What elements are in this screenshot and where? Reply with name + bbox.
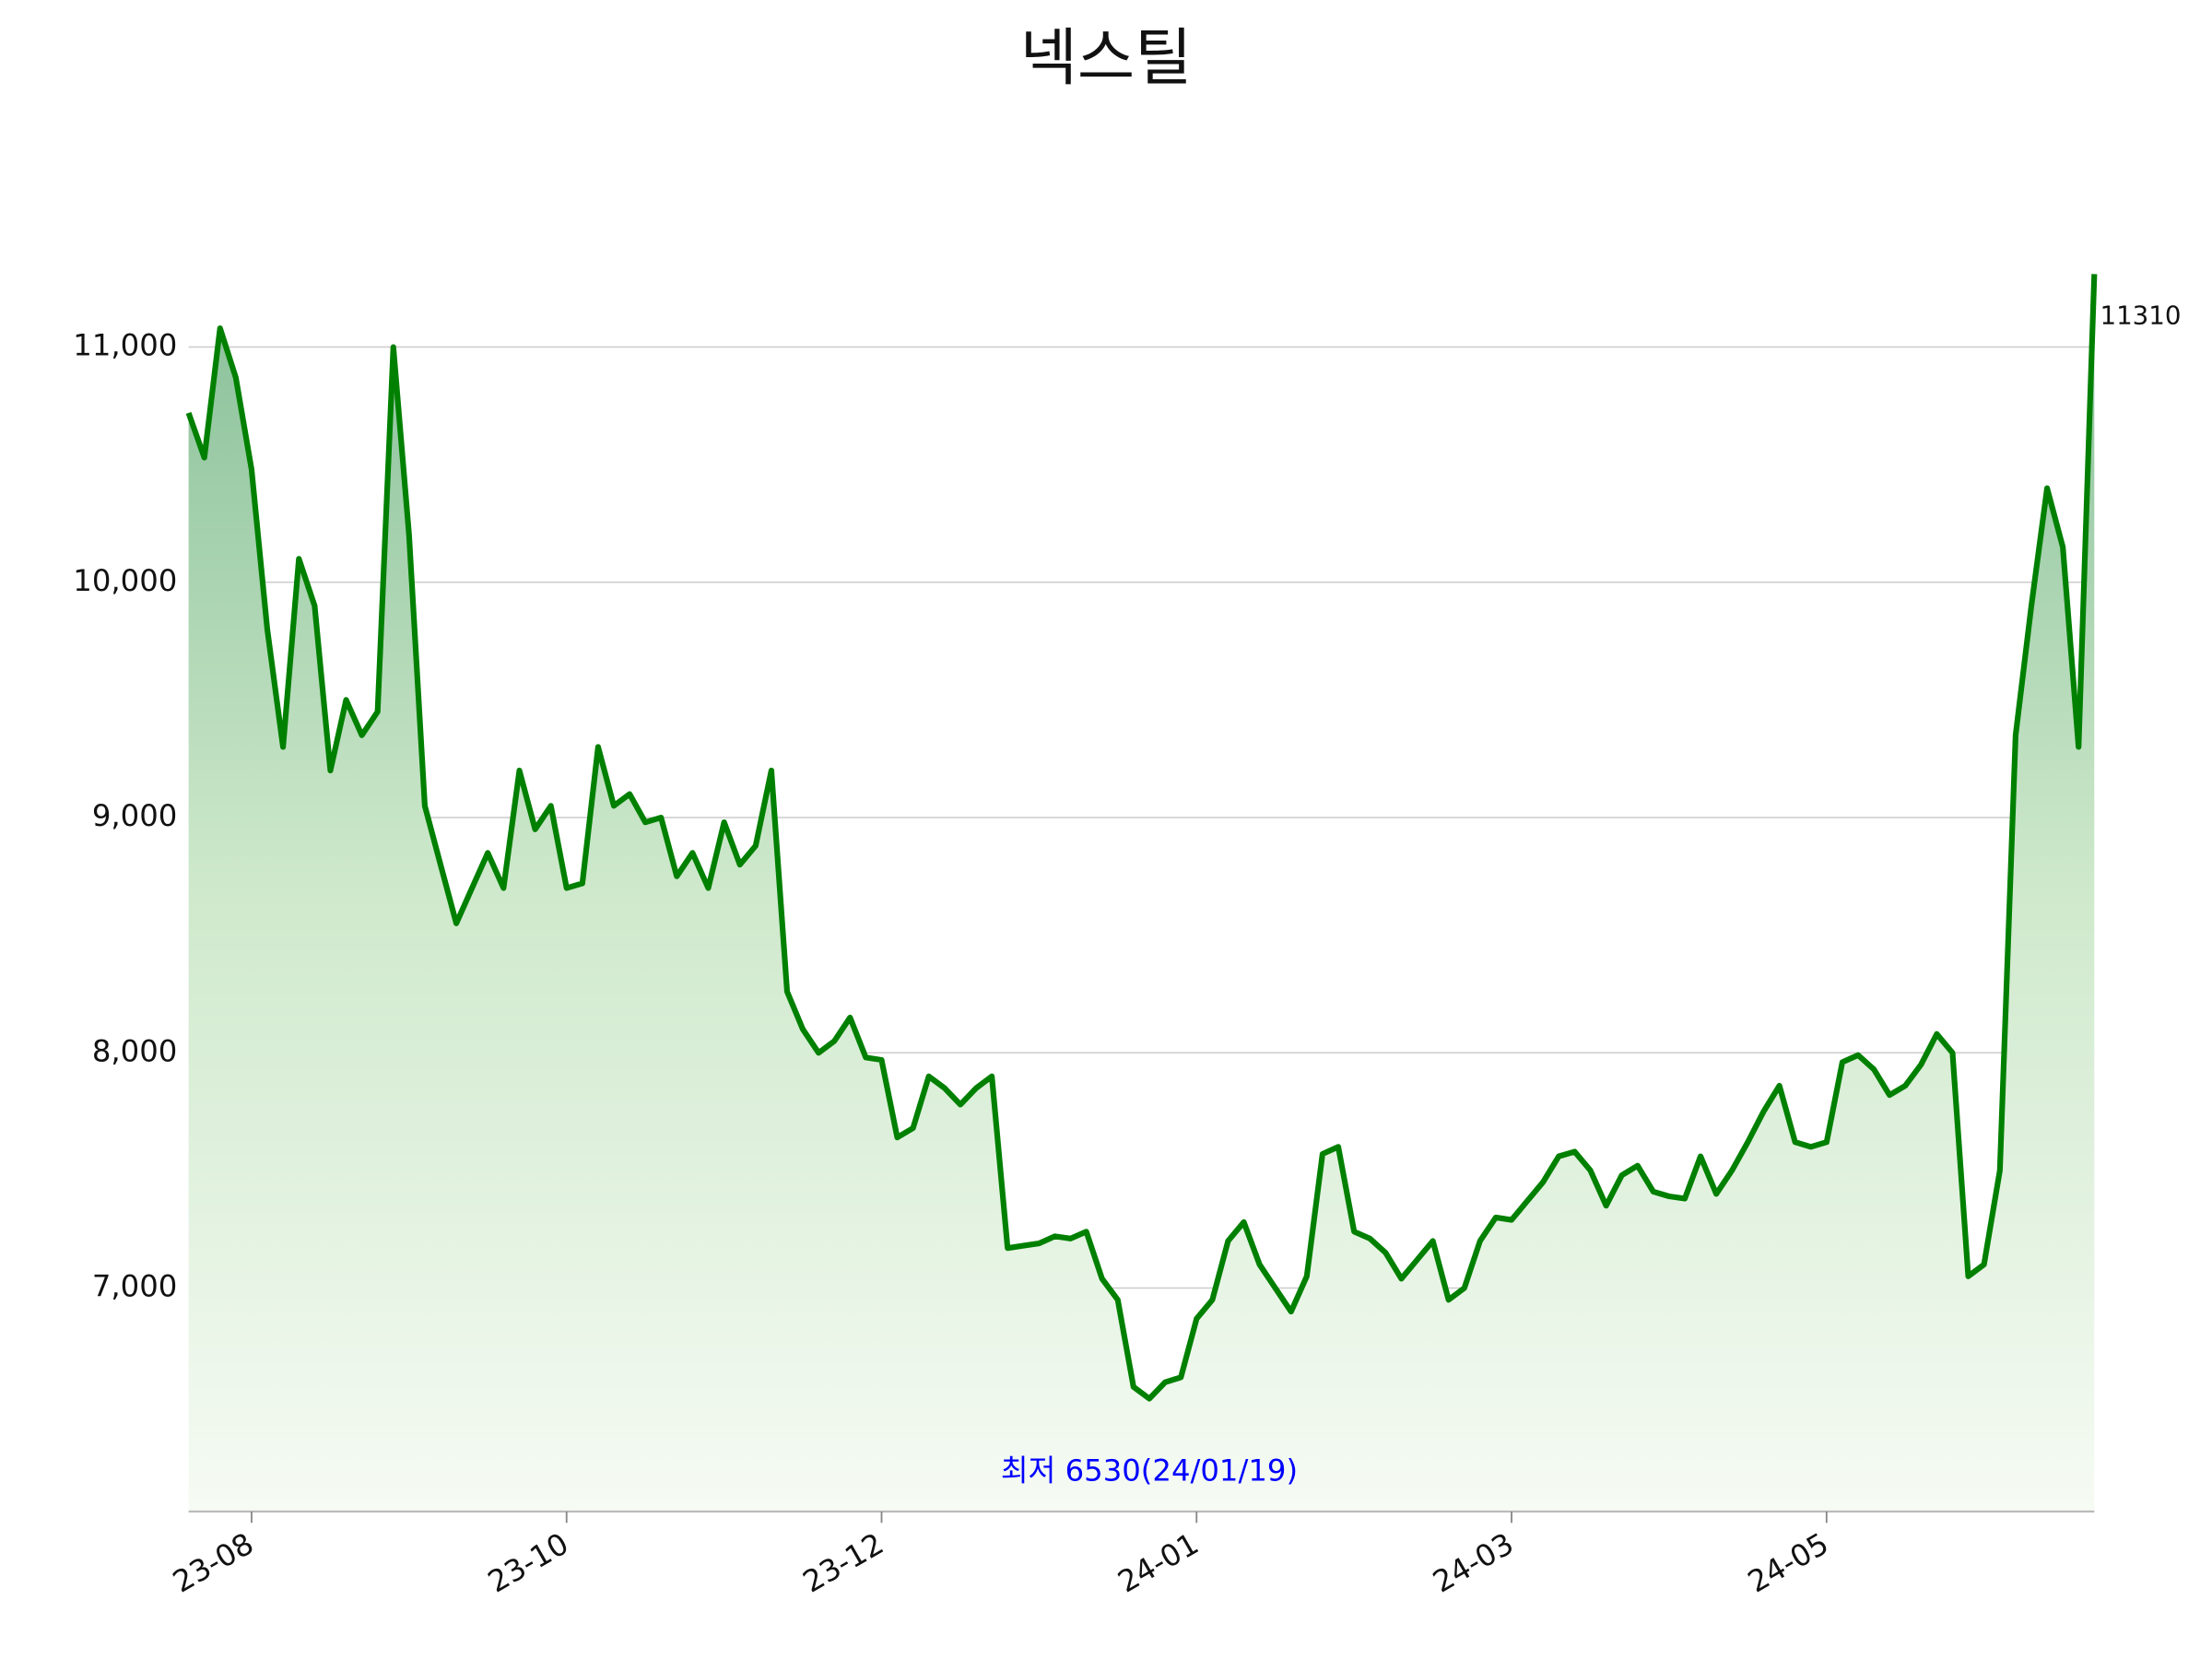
y-tick-label: 11,000 <box>73 328 177 363</box>
y-tick-label: 10,000 <box>73 563 177 598</box>
x-tick-label: 24-01 <box>1112 1526 1204 1600</box>
min-annotation: 최저 6530(24/01/19) <box>1001 1453 1298 1488</box>
y-tick-label: 9,000 <box>92 798 177 833</box>
x-tick-label: 23-12 <box>797 1526 889 1600</box>
y-tick-label: 8,000 <box>92 1033 177 1068</box>
x-tick-label: 24-05 <box>1742 1526 1834 1600</box>
x-tick-label: 24-03 <box>1427 1526 1519 1600</box>
x-tick-label: 23-10 <box>482 1526 574 1600</box>
last-value-label: 11310 <box>2100 300 2181 331</box>
area-fill <box>188 274 2095 1512</box>
price-line <box>185 274 2098 1402</box>
y-tick-label: 7,000 <box>92 1269 177 1304</box>
x-tick-label: 23-08 <box>167 1526 259 1600</box>
chart-title: 넥스틸 <box>1020 21 1193 94</box>
